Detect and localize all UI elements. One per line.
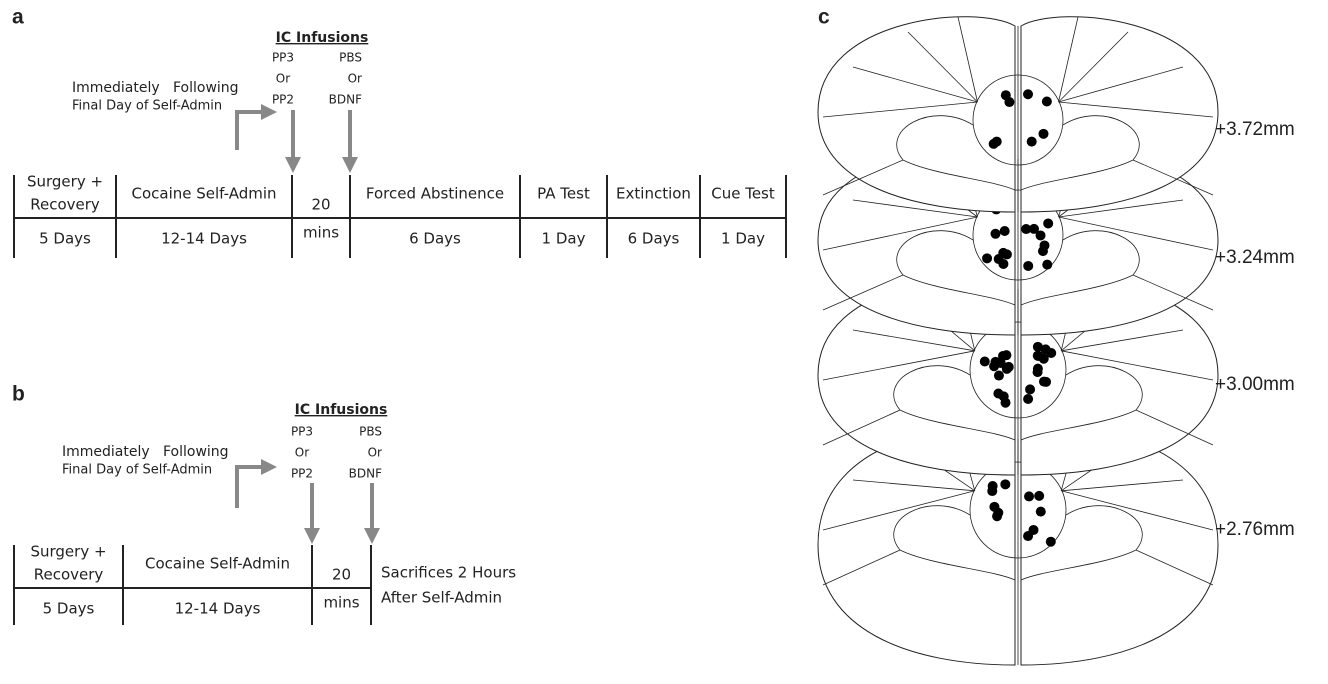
- placement-dot: [1001, 90, 1011, 100]
- phase-duration: 6 Days: [409, 230, 461, 248]
- placement-dot: [982, 253, 992, 263]
- phase-name: Surgery +: [27, 173, 103, 191]
- level-label: +3.24mm: [1215, 247, 1295, 268]
- placement-dot: [991, 229, 1001, 239]
- placement-dot: [1002, 249, 1012, 259]
- placement-dot: [987, 486, 997, 496]
- placement-dot: [1023, 261, 1033, 271]
- placement-dot: [1025, 384, 1035, 394]
- panel-label: a: [12, 6, 24, 29]
- placement-dot: [1024, 491, 1034, 501]
- drug-label: Or: [348, 72, 362, 86]
- placement-dot: [994, 371, 1004, 381]
- phase-name: Cocaine Self-Admin: [131, 185, 276, 203]
- infusion-title: IC Infusions: [295, 402, 388, 418]
- placement-dot: [1029, 525, 1039, 535]
- phase-name: Forced Abstinence: [366, 185, 504, 203]
- placement-dot: [1036, 507, 1046, 517]
- phase-name: Sacrifices 2 Hours: [381, 564, 516, 582]
- drug-label: Or: [368, 446, 382, 460]
- drug-label: PBS: [339, 51, 362, 65]
- placement-dot: [1023, 394, 1033, 404]
- drug-label: Or: [295, 446, 309, 460]
- placement-dot: [1021, 224, 1031, 234]
- placement-dot: [1023, 89, 1033, 99]
- placement-dot: [1004, 362, 1014, 372]
- placement-dot: [1036, 230, 1046, 240]
- bent-arrow: [237, 467, 269, 508]
- note: Final Day of Self-Admin: [72, 99, 222, 114]
- panel-label: b: [12, 383, 25, 406]
- placement-dot: [1000, 479, 1010, 489]
- placement-dot: [1000, 226, 1010, 236]
- bent-arrow: [237, 112, 269, 150]
- note: Final Day of Self-Admin: [62, 463, 212, 478]
- phase-name: 20: [311, 196, 330, 214]
- placement-dot: [998, 351, 1008, 361]
- phase-duration: 12-14 Days: [175, 600, 261, 618]
- placement-dot: [1034, 491, 1044, 501]
- note: Immediately Following: [72, 80, 239, 96]
- drug-label: BDNF: [329, 93, 362, 107]
- placement-dot: [1042, 97, 1052, 107]
- phase-name: Surgery +: [30, 543, 106, 561]
- drug-label: PP2: [291, 467, 313, 481]
- drug-label: PP3: [272, 51, 294, 65]
- drug-label: PBS: [359, 425, 382, 439]
- placement-dot: [1042, 260, 1052, 270]
- phase-duration: 1 Day: [721, 230, 765, 248]
- placement-dot: [992, 137, 1002, 147]
- phase-duration: mins: [323, 594, 359, 612]
- phase-name: 20: [332, 566, 351, 584]
- placement-dot: [1043, 218, 1053, 228]
- drug-label: BDNF: [349, 467, 382, 481]
- phase-name: Recovery: [30, 196, 100, 214]
- figure: c +3.72mm +3.24mm +3.00mm +2.76mm a IC Infusio…: [0, 0, 1328, 684]
- phase-duration: 6 Days: [628, 230, 680, 248]
- phase-duration: 12-14 Days: [161, 230, 247, 248]
- phase-duration: 1 Day: [542, 230, 586, 248]
- infusion-title: IC Infusions: [276, 30, 369, 46]
- phase-name: Extinction: [616, 185, 691, 203]
- placement-dot: [1046, 537, 1056, 547]
- placement-dot: [989, 502, 999, 512]
- placement-dot: [1038, 246, 1048, 256]
- panel-label: c: [818, 6, 830, 29]
- placement-dot: [993, 389, 1003, 399]
- level-label: +2.76mm: [1215, 519, 1295, 540]
- phase-duration: mins: [303, 224, 339, 242]
- note: Immediately Following: [62, 444, 229, 460]
- level-label: +3.00mm: [1215, 374, 1295, 395]
- placement-dot: [1039, 377, 1049, 387]
- placement-dot: [980, 356, 990, 366]
- drug-label: PP3: [291, 425, 313, 439]
- phase-name: PA Test: [537, 185, 590, 203]
- placement-dot: [1039, 129, 1049, 139]
- phase-duration: 5 Days: [43, 600, 95, 618]
- drug-label: Or: [276, 72, 290, 86]
- placement-dot: [1027, 137, 1037, 147]
- phase-name: After Self-Admin: [381, 589, 502, 607]
- phase-duration: 5 Days: [39, 230, 91, 248]
- level-label: +3.72mm: [1215, 119, 1295, 140]
- placement-dot: [1033, 364, 1043, 374]
- drug-label: PP2: [272, 93, 294, 107]
- phase-name: Cue Test: [711, 185, 775, 203]
- phase-name: Cocaine Self-Admin: [145, 555, 290, 573]
- placement-dot: [989, 361, 999, 371]
- phase-name: Recovery: [34, 566, 104, 584]
- placement-dot: [1041, 344, 1051, 354]
- brain-sections: [818, 17, 1218, 665]
